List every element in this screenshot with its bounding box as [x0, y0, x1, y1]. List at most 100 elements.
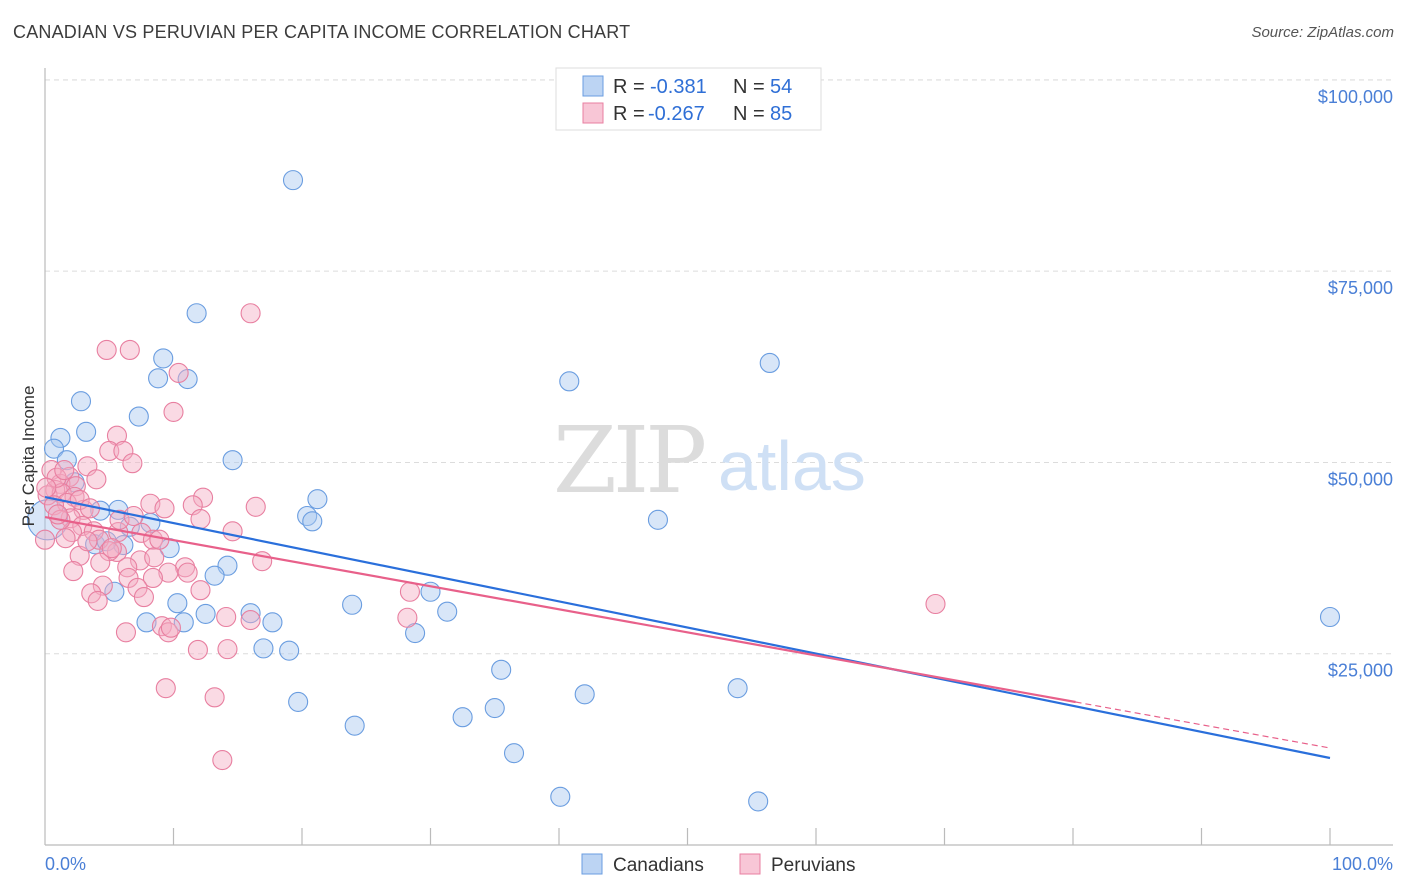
- point-peruvians: [154, 498, 175, 519]
- point-canadians: [222, 450, 243, 471]
- point-peruvians: [217, 639, 238, 660]
- point-canadians: [148, 368, 169, 389]
- point-canadians: [173, 612, 194, 633]
- point-peruvians: [144, 547, 165, 568]
- point-canadians: [43, 438, 65, 459]
- x-tick-min: 0.0%: [45, 854, 86, 874]
- point-peruvians: [212, 750, 233, 771]
- y-tick-label: $100,000: [1318, 87, 1393, 107]
- legend-n-label-canadians: N =: [733, 76, 765, 98]
- point-canadians: [104, 581, 125, 602]
- trend-lines: [44, 495, 1331, 760]
- point-canadians: [70, 391, 92, 412]
- point-peruvians: [240, 610, 261, 631]
- point-peruvians: [240, 303, 261, 324]
- point-canadians: [195, 603, 216, 624]
- watermark-atlas: atlas: [718, 427, 866, 505]
- point-peruvians: [34, 529, 56, 550]
- point-canadians: [452, 707, 473, 728]
- y-tick-label: $50,000: [1328, 469, 1393, 489]
- legend-n-canadians: 54: [770, 76, 792, 98]
- watermark: ZIP atlas: [553, 407, 866, 514]
- bottom-legend-swatch-peruvians: [739, 853, 761, 875]
- point-canadians: [186, 303, 207, 324]
- point-peruvians: [399, 581, 420, 602]
- points: [27, 170, 1341, 812]
- point-canadians: [204, 565, 225, 586]
- legend-r-label-peruvians: R =: [613, 103, 645, 125]
- legend: R = -0.381 N = 54 R = -0.267 N = 85: [555, 67, 822, 131]
- legend-r-label-canadians: R =: [613, 76, 645, 98]
- point-peruvians: [119, 339, 140, 361]
- point-peruvians: [92, 575, 113, 596]
- point-canadians: [491, 659, 512, 680]
- legend-swatch-canadians: [582, 75, 604, 97]
- bottom-legend-swatch-canadians: [581, 853, 603, 875]
- bottom-legend-peruvians: Peruvians: [771, 855, 856, 876]
- point-peruvians: [63, 561, 84, 582]
- point-peruvians: [925, 593, 946, 615]
- trend-line-peruvians: [44, 515, 1076, 704]
- point-peruvians: [86, 469, 107, 490]
- point-canadians: [307, 489, 328, 510]
- point-peruvians: [216, 606, 237, 628]
- bottom-legend: Canadians Peruvians: [581, 853, 856, 876]
- trend-line-extension-peruvians: [1075, 701, 1331, 749]
- point-peruvians: [204, 687, 225, 708]
- point-canadians: [240, 603, 261, 624]
- point-peruvians: [99, 440, 120, 462]
- x-tick-max: 100.0%: [1332, 854, 1393, 874]
- point-canadians: [27, 499, 69, 541]
- point-peruvians: [187, 639, 208, 660]
- watermark-zip: ZIP: [553, 407, 704, 514]
- point-peruvians: [96, 339, 117, 361]
- legend-r-peruvians: -0.267: [648, 103, 705, 125]
- point-canadians: [344, 715, 365, 736]
- point-canadians: [559, 371, 580, 392]
- point-peruvians: [222, 521, 243, 542]
- gridlines: [45, 79, 1393, 655]
- point-canadians: [167, 593, 188, 614]
- point-peruvians: [142, 567, 163, 589]
- point-peruvians: [54, 460, 75, 481]
- point-peruvians: [77, 531, 98, 552]
- point-peruvians: [101, 538, 122, 559]
- point-canadians: [437, 601, 458, 622]
- point-peruvians: [122, 453, 143, 474]
- point-peruvians: [193, 487, 214, 508]
- point-canadians: [574, 684, 595, 705]
- point-canadians: [759, 352, 780, 374]
- y-tick-labels: $100,000 $75,000 $50,000 $25,000: [1318, 87, 1393, 681]
- legend-r-canadians: -0.381: [650, 76, 707, 98]
- point-canadians: [1319, 606, 1341, 628]
- point-canadians: [503, 743, 525, 764]
- point-canadians: [136, 612, 157, 633]
- point-canadians: [748, 791, 769, 812]
- point-canadians: [727, 678, 748, 699]
- y-tick-label: $75,000: [1328, 278, 1393, 298]
- legend-n-peruvians: 85: [770, 103, 792, 125]
- point-peruvians: [190, 509, 211, 530]
- bottom-legend-canadians: Canadians: [613, 855, 704, 876]
- chart-source: Source: ZipAtlas.com: [1251, 24, 1394, 41]
- chart-title: CANADIAN VS PERUVIAN PER CAPITA INCOME C…: [13, 22, 631, 42]
- point-peruvians: [36, 477, 57, 498]
- point-peruvians: [397, 607, 418, 628]
- trend-line-canadians: [44, 495, 1331, 760]
- point-peruvians: [155, 678, 176, 699]
- legend-n-label-peruvians: N =: [733, 103, 765, 125]
- legend-swatch-peruvians: [582, 102, 604, 124]
- point-canadians: [153, 348, 174, 369]
- point-peruvians: [90, 552, 111, 573]
- point-canadians: [550, 786, 571, 807]
- point-canadians: [279, 640, 300, 661]
- point-peruvians: [55, 528, 76, 549]
- point-peruvians: [163, 401, 184, 422]
- point-canadians: [76, 421, 97, 442]
- point-canadians: [253, 638, 274, 659]
- point-canadians: [282, 170, 304, 191]
- point-peruvians: [133, 587, 154, 608]
- point-peruvians: [177, 562, 198, 583]
- point-canadians: [342, 594, 363, 615]
